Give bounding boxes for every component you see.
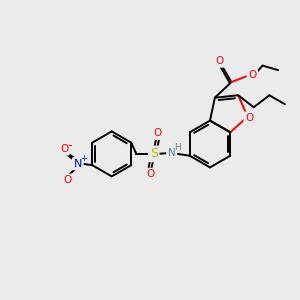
Text: N: N xyxy=(168,148,176,158)
Text: O: O xyxy=(63,175,71,185)
Text: O: O xyxy=(245,113,253,123)
Text: O: O xyxy=(153,128,161,139)
Text: O: O xyxy=(215,56,224,66)
Text: S: S xyxy=(150,147,158,161)
Text: +: + xyxy=(80,154,87,163)
Text: N: N xyxy=(74,159,82,169)
Text: O: O xyxy=(146,169,154,179)
Text: H: H xyxy=(174,143,181,152)
Text: O: O xyxy=(248,70,256,80)
Text: O: O xyxy=(60,144,68,154)
Text: -: - xyxy=(67,139,72,152)
